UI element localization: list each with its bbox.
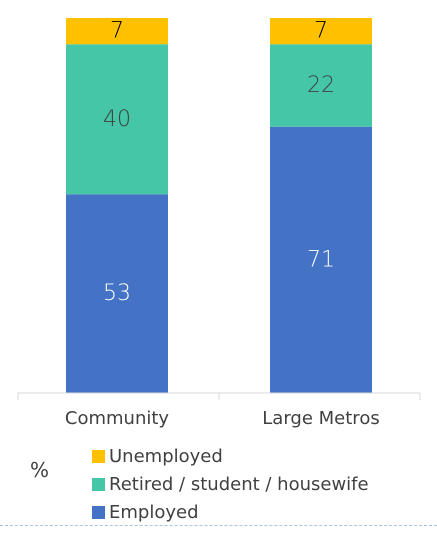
legend-swatch — [92, 477, 105, 491]
unit-label: % — [30, 458, 50, 482]
bar-value-labels: 53 40 7 71 22 7 — [103, 19, 335, 307]
bar-segment-unemployed-large-metros — [270, 18, 372, 45]
bars — [66, 18, 372, 393]
legend-item-unemployed: Unemployed — [92, 444, 223, 468]
legend-item-employed: Employed — [92, 500, 199, 524]
data-label-unemployed-community: 7 — [110, 19, 124, 44]
legend-item-retired-student-housewife: Retired / student / housewife — [92, 472, 369, 496]
legend-swatch — [92, 505, 105, 519]
legend-swatch — [92, 449, 105, 463]
bar-segment-retired-student-housewife-community — [66, 44, 168, 195]
bar-segment-employed-large-metros — [270, 126, 372, 393]
legend-label: Retired / student / housewife — [109, 473, 369, 495]
bar-segment-unemployed-community — [66, 18, 168, 45]
category-label-community: Community — [65, 408, 170, 429]
legend-label: Employed — [109, 501, 199, 523]
legend-label: Unemployed — [109, 445, 223, 467]
footer-divider — [0, 525, 437, 526]
data-label-retired-student-housewife-large-metros: 22 — [307, 73, 335, 98]
data-label-employed-large-metros: 71 — [307, 247, 335, 272]
category-labels: Community Large Metros — [65, 408, 380, 429]
data-label-retired-student-housewife-community: 40 — [103, 107, 131, 132]
bar-segment-employed-community — [66, 194, 168, 393]
category-label-large-metros: Large Metros — [262, 408, 379, 429]
bar-segment-retired-student-housewife-large-metros — [270, 44, 372, 127]
data-label-employed-community: 53 — [103, 281, 131, 306]
data-label-unemployed-large-metros: 7 — [314, 19, 328, 44]
